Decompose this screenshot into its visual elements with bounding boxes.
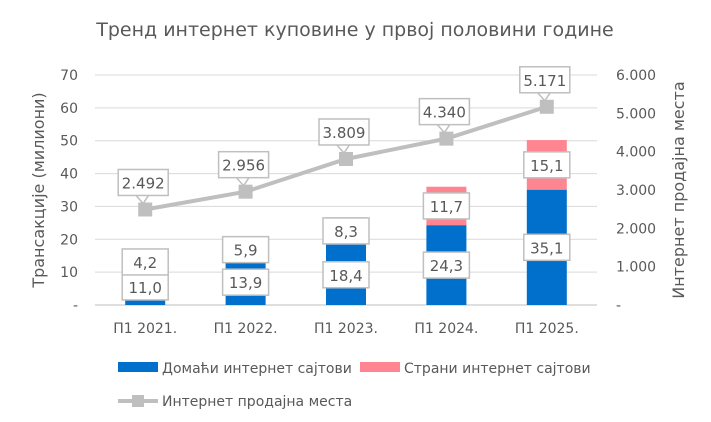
data-label: 35,1 [530, 239, 563, 257]
data-label-box [422, 192, 471, 220]
y-tick-label: 30 [60, 199, 78, 215]
y-tick-label: 40 [60, 167, 78, 183]
data-label-box [318, 118, 370, 146]
x-tick-label: П1 2021. [113, 321, 177, 337]
x-tick-label: П1 2025. [515, 321, 579, 337]
y2-axis-title: Интернет продајна места [669, 81, 688, 298]
y2-tick-label: - [616, 298, 621, 314]
legend-label: Домаћи интернет сајтови [162, 361, 352, 377]
data-label-box [322, 261, 370, 289]
y-tick-label: 70 [60, 68, 78, 84]
data-label: 5.171 [523, 72, 566, 90]
y-tick-label: - [73, 298, 78, 314]
line-marker [339, 151, 353, 166]
y2-tick-label: 6.000 [616, 68, 656, 84]
data-label-box [221, 235, 270, 264]
y-axis-title: Трансакције (милиони) [29, 92, 48, 288]
data-label: 24,3 [430, 257, 463, 275]
y2-tick-label: 3.000 [616, 183, 656, 199]
data-label: 18,4 [329, 267, 362, 285]
legend-marker [132, 395, 144, 407]
data-label: 4.340 [423, 104, 466, 122]
line-marker [138, 202, 153, 217]
data-label-box [422, 251, 471, 279]
y-tick-label: 60 [60, 101, 78, 117]
legend-label: Интернет продајна места [162, 394, 352, 410]
data-label-box [523, 233, 571, 262]
x-tick-label: П1 2022. [214, 321, 278, 337]
data-label: 15,1 [530, 157, 563, 175]
data-label: 11,7 [430, 198, 463, 216]
callout-pointer [134, 193, 150, 205]
data-label: 2.956 [222, 157, 265, 175]
data-label: 13,9 [229, 274, 262, 292]
data-label-box [121, 273, 169, 301]
data-label-box [418, 97, 471, 126]
y-tick-label: 10 [60, 265, 78, 281]
y-tick-label: 50 [60, 134, 78, 150]
callout-pointer [235, 176, 251, 187]
data-label-box [523, 151, 571, 179]
data-label: 5,9 [234, 242, 258, 260]
callout-pointer [335, 143, 351, 155]
data-label-box [221, 268, 270, 296]
y2-tick-label: 1.000 [616, 260, 656, 276]
line-marker [238, 184, 253, 199]
legend-swatch-foreign [360, 362, 400, 372]
callout-pointer [536, 91, 552, 103]
data-label: 4,2 [133, 254, 157, 272]
data-label-box [217, 150, 270, 179]
data-label: 2.492 [122, 174, 165, 192]
chart-title: Тренд интернет куповине у првој половини… [95, 19, 614, 41]
y2-tick-label: 4.000 [616, 145, 656, 161]
x-tick-label: П1 2024. [414, 321, 478, 337]
data-label-box [519, 66, 571, 94]
y2-tick-label: 2.000 [616, 221, 656, 237]
y2-tick-label: 5.000 [616, 106, 656, 122]
legend-swatch-domestic [118, 362, 158, 372]
data-label-box [121, 248, 169, 276]
data-label: 11,0 [128, 279, 161, 297]
line-marker [539, 99, 554, 114]
callout-pointer [435, 123, 452, 134]
data-label: 3.809 [323, 124, 366, 142]
y-tick-label: 20 [60, 232, 78, 248]
x-tick-label: П1 2023. [314, 321, 378, 337]
data-label-box [322, 217, 370, 245]
line-marker [439, 131, 454, 146]
data-label-box [117, 168, 169, 197]
data-label: 8,3 [334, 223, 358, 241]
legend-label: Страни интернет сајтови [404, 361, 591, 377]
